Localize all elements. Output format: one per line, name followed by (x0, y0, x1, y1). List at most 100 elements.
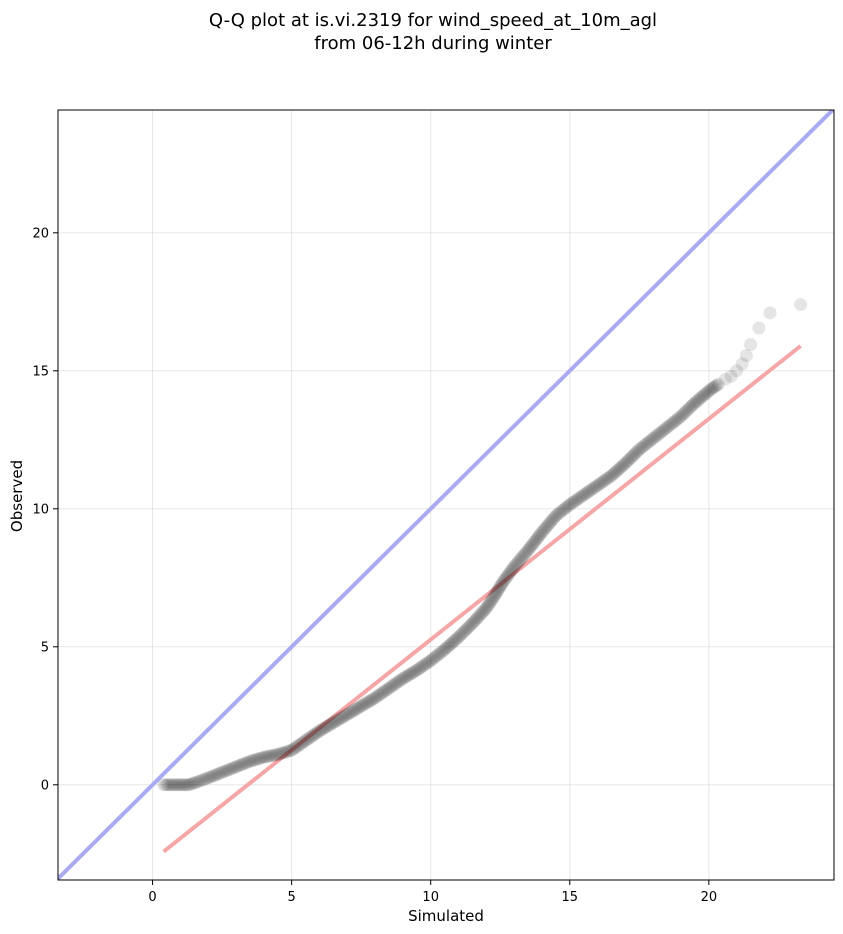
data-point (212, 767, 226, 781)
data-point (162, 778, 176, 792)
data-point (506, 561, 520, 575)
data-point (678, 405, 692, 419)
data-point (388, 677, 402, 691)
data-point (382, 681, 396, 695)
data-point (340, 707, 354, 721)
data-point (205, 770, 219, 784)
data-point (662, 419, 676, 433)
data-point (360, 695, 374, 709)
data-point (555, 504, 569, 518)
data-point (436, 644, 450, 658)
data-point (333, 712, 347, 726)
data-point (286, 742, 300, 756)
data-point (578, 487, 592, 501)
data-point (574, 490, 588, 504)
data-point (490, 584, 504, 598)
y-tick-label: 10 (32, 502, 49, 517)
data-point (642, 435, 656, 449)
data-point (320, 719, 334, 733)
data-point (239, 756, 253, 770)
data-point (267, 748, 281, 762)
data-point (635, 440, 649, 454)
x-tick-label: 0 (148, 890, 156, 905)
data-point (497, 573, 511, 587)
data-point (503, 566, 517, 580)
data-point (523, 540, 537, 554)
data-point (675, 408, 689, 422)
data-point (438, 643, 452, 657)
data-point (440, 640, 454, 654)
data-point (245, 754, 259, 768)
data-point (652, 427, 666, 441)
data-point (421, 656, 435, 670)
data-point (558, 501, 572, 515)
data-point (343, 706, 357, 720)
data-point (517, 548, 531, 562)
data-point (404, 667, 418, 681)
data-point (312, 724, 326, 738)
data-point (535, 525, 549, 539)
data-point (289, 740, 303, 754)
y-tick-label: 20 (32, 226, 49, 241)
data-point (255, 751, 269, 765)
data-point (606, 467, 620, 481)
data-point (671, 412, 685, 426)
data-point (183, 777, 197, 791)
data-point (399, 670, 413, 684)
data-point (243, 754, 257, 768)
data-point (376, 685, 390, 699)
data-point (465, 616, 479, 630)
data-point (188, 776, 202, 790)
data-point (368, 691, 382, 705)
data-point (709, 379, 723, 393)
data-point (601, 471, 615, 485)
data-point (175, 778, 189, 792)
data-point (201, 771, 215, 785)
data-point (516, 549, 530, 563)
data-point (669, 413, 683, 427)
data-point (744, 338, 758, 352)
data-point (710, 378, 724, 392)
data-point (337, 709, 351, 723)
data-point (511, 555, 525, 569)
data-point (545, 513, 559, 527)
data-point (515, 551, 529, 565)
data-point (616, 459, 630, 473)
data-point (666, 415, 680, 429)
data-point (283, 744, 297, 758)
data-point (597, 474, 611, 488)
data-point (607, 466, 621, 480)
data-point (613, 461, 627, 475)
data-point (334, 711, 348, 725)
data-point (279, 745, 293, 759)
data-point (260, 749, 274, 763)
data-point (357, 697, 371, 711)
data-point (435, 645, 449, 659)
data-point (561, 499, 575, 513)
data-point (460, 622, 474, 636)
data-point (401, 669, 415, 683)
data-point (617, 458, 631, 472)
data-point (405, 666, 419, 680)
data-point (519, 546, 533, 560)
data-point (219, 764, 233, 778)
data-point (316, 722, 330, 736)
data-point (512, 554, 526, 568)
data-point (229, 760, 243, 774)
data-point (648, 430, 662, 444)
data-point (485, 593, 499, 607)
data-point (794, 298, 808, 312)
data-point (197, 772, 211, 786)
data-point (177, 778, 191, 792)
data-point (433, 646, 447, 660)
data-point (410, 663, 424, 677)
data-point (624, 451, 638, 465)
data-point (178, 778, 192, 792)
data-point (513, 552, 527, 566)
data-point (657, 423, 671, 437)
data-point (529, 533, 543, 547)
data-point (394, 673, 408, 687)
data-point (763, 306, 777, 320)
data-point (168, 778, 182, 792)
data-point (217, 765, 231, 779)
